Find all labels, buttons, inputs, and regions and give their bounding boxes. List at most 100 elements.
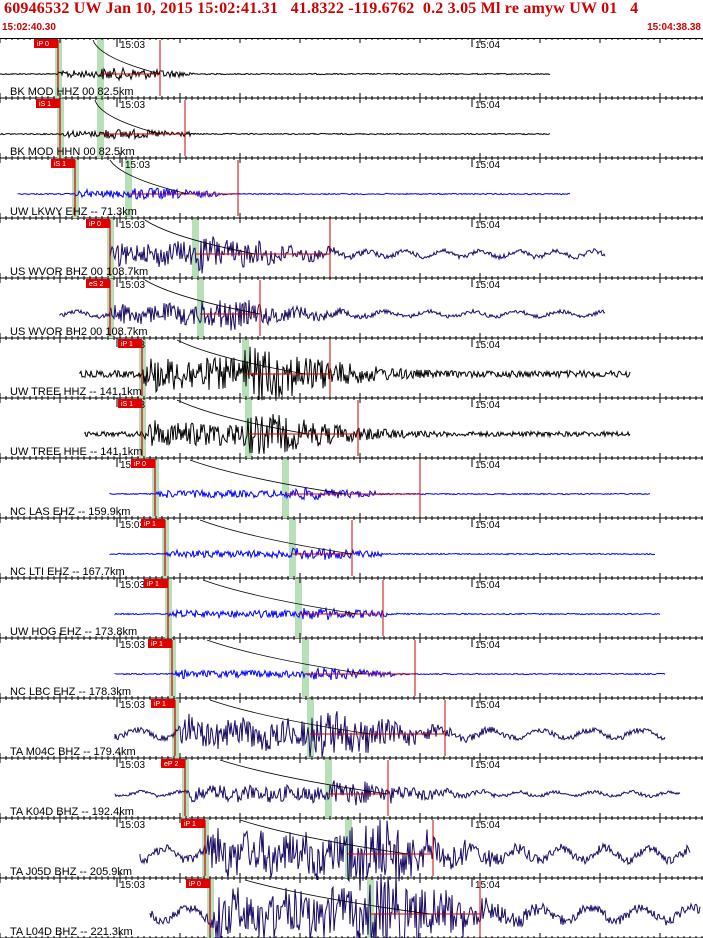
end-time: 15:04:38.38: [647, 22, 701, 33]
minute-label: 15:04: [475, 340, 500, 351]
pick-window: [307, 699, 314, 758]
minute-label: 15:04: [475, 700, 500, 711]
time-ticks: [0, 278, 703, 338]
travel-time-curve: [144, 279, 261, 315]
waveform: [149, 873, 701, 938]
travel-time-curve: [219, 759, 389, 795]
travel-time-curve: [202, 579, 359, 615]
minute-label: 15:04: [475, 280, 500, 291]
pick-flag[interactable]: [118, 339, 142, 348]
start-time: 15:02:40.30: [2, 22, 56, 33]
travel-time-curve: [244, 879, 431, 915]
minute-label: 15:03: [120, 220, 145, 231]
station-label: US WVOR BHZ 00 108.7km: [10, 266, 148, 278]
trace-panel[interactable]: 15:03 15:04 iP 0 US WVOR BHZ 00 108.7km: [0, 218, 703, 279]
waveform: [0, 127, 551, 141]
minute-label: 15:03: [120, 100, 145, 111]
trace-panel[interactable]: 15:03 15:04 iP 1 TA J05D BHZ -- 205.9km: [0, 818, 703, 891]
pick-window: [295, 579, 302, 638]
travel-time-curve: [239, 819, 409, 855]
minute-label: 15:03: [120, 520, 145, 531]
minute-label: 15:03: [125, 160, 150, 171]
pick-label: iP 1: [121, 341, 133, 348]
waveform: [114, 606, 661, 621]
minute-label: 15:04: [475, 760, 500, 771]
pick-flag[interactable]: [141, 519, 165, 528]
pick-flag[interactable]: [36, 99, 60, 108]
travel-time-curve: [209, 699, 371, 735]
pick-flag[interactable]: [131, 459, 155, 468]
pick-flag[interactable]: [118, 399, 142, 408]
travel-time-curve: [144, 219, 256, 255]
waveform: [17, 187, 571, 201]
minute-label: 15:03: [120, 880, 145, 891]
station-label: UW TREE HHE -- 141.1km: [10, 446, 142, 458]
minute-label: 15:03: [120, 640, 145, 651]
pick-label: iP 0: [37, 41, 49, 48]
travel-time-curve: [189, 459, 346, 495]
pick-flag[interactable]: [86, 279, 110, 288]
time-ticks: [0, 38, 703, 98]
travel-time-curve: [109, 159, 189, 195]
trace-panel[interactable]: 15:03 15:04 iP 1 NC LBC EHZ -- 178.3km: [0, 638, 703, 699]
pick-flag[interactable]: [148, 639, 172, 648]
pick-flag[interactable]: [181, 819, 205, 828]
pick-label: iP 1: [154, 701, 166, 708]
station-label: UW LKWY EHZ -- 71.3km: [10, 206, 137, 218]
station-label: TA L04D BHZ -- 221.3km: [10, 926, 133, 938]
pick-flag[interactable]: [151, 699, 175, 708]
pick-flag[interactable]: [144, 579, 168, 588]
pick-flag[interactable]: [51, 159, 75, 168]
minute-label: 15:03: [120, 700, 145, 711]
time-ticks: [0, 338, 703, 398]
trace-panel[interactable]: 15:03 15:04 iP 1 TA M04C BHZ -- 179.4km: [0, 698, 703, 759]
travel-time-curve: [92, 39, 161, 75]
waveform: [114, 711, 666, 758]
waveform: [109, 547, 656, 561]
pick-window: [302, 639, 309, 698]
trace-panel[interactable]: 15:03 15:04 eP 2 TA K04D BHZ -- 192.4km: [0, 758, 703, 819]
pick-flag[interactable]: [186, 879, 210, 888]
waveform: [109, 236, 606, 274]
minute-label: 15:04: [475, 520, 500, 531]
minute-label: 15:04: [475, 460, 500, 471]
station-label: UW TREE HHZ -- 141.1km: [10, 386, 142, 398]
station-label: UW HOG EHZ -- 173.8km: [10, 626, 137, 638]
minute-label: 15:04: [475, 820, 500, 831]
trace-panel[interactable]: 15:03 15:04 iP 1 UW HOG EHZ -- 173.8km: [0, 578, 703, 639]
minute-label: 15:04: [475, 100, 500, 111]
pick-flag[interactable]: [86, 219, 110, 228]
minute-label: 15:03: [120, 580, 145, 591]
pick-label: iP 0: [89, 221, 101, 228]
time-ticks: [0, 218, 703, 278]
pick-label: iS 1: [54, 161, 66, 168]
minute-label: 15:04: [475, 160, 500, 171]
pick-window: [345, 819, 352, 878]
pick-flag[interactable]: [34, 39, 58, 48]
station-label: US WVOR BH2 00 108.7km: [10, 326, 148, 338]
trace-panel[interactable]: 15:03 15:04 iP 0 TA L04D BHZ -- 221.3km: [0, 873, 703, 938]
waveform: [79, 346, 631, 401]
station-label: BK MOD HHN 00 82.5km: [10, 146, 135, 158]
waveform: [114, 666, 666, 680]
trace-panel[interactable]: 15:03 15:04 iS 1 UW LKWY EHZ -- 71.3km: [0, 158, 703, 219]
pick-label: eP 2: [164, 761, 178, 768]
station-label: NC LTI EHZ -- 167.7km: [10, 566, 125, 578]
pick-flag[interactable]: [161, 759, 185, 768]
minute-label: 15:04: [475, 880, 500, 891]
time-ticks: [0, 98, 703, 158]
trace-panel[interactable]: 15:03 15:04 eS 2 US WVOR BH2 00 108.7km: [0, 278, 703, 339]
station-label: TA J05D BHZ -- 205.9km: [10, 866, 132, 878]
trace-panel[interactable]: 15:03 15:04 iS 1 BK MOD HHN 00 82.5km: [0, 98, 703, 159]
travel-time-curve: [176, 339, 306, 375]
pick-window: [197, 279, 204, 338]
trace-panel[interactable]: 15:03 15:04 iP 1 NC LTI EHZ -- 167.7km: [0, 518, 703, 579]
trace-panel[interactable]: 15:03 15:04 iP 0 BK MOD HHZ 00 82.5km: [0, 38, 703, 99]
pick-label: iP 1: [144, 521, 156, 528]
waveform: [0, 66, 551, 82]
pick-window: [97, 39, 104, 98]
